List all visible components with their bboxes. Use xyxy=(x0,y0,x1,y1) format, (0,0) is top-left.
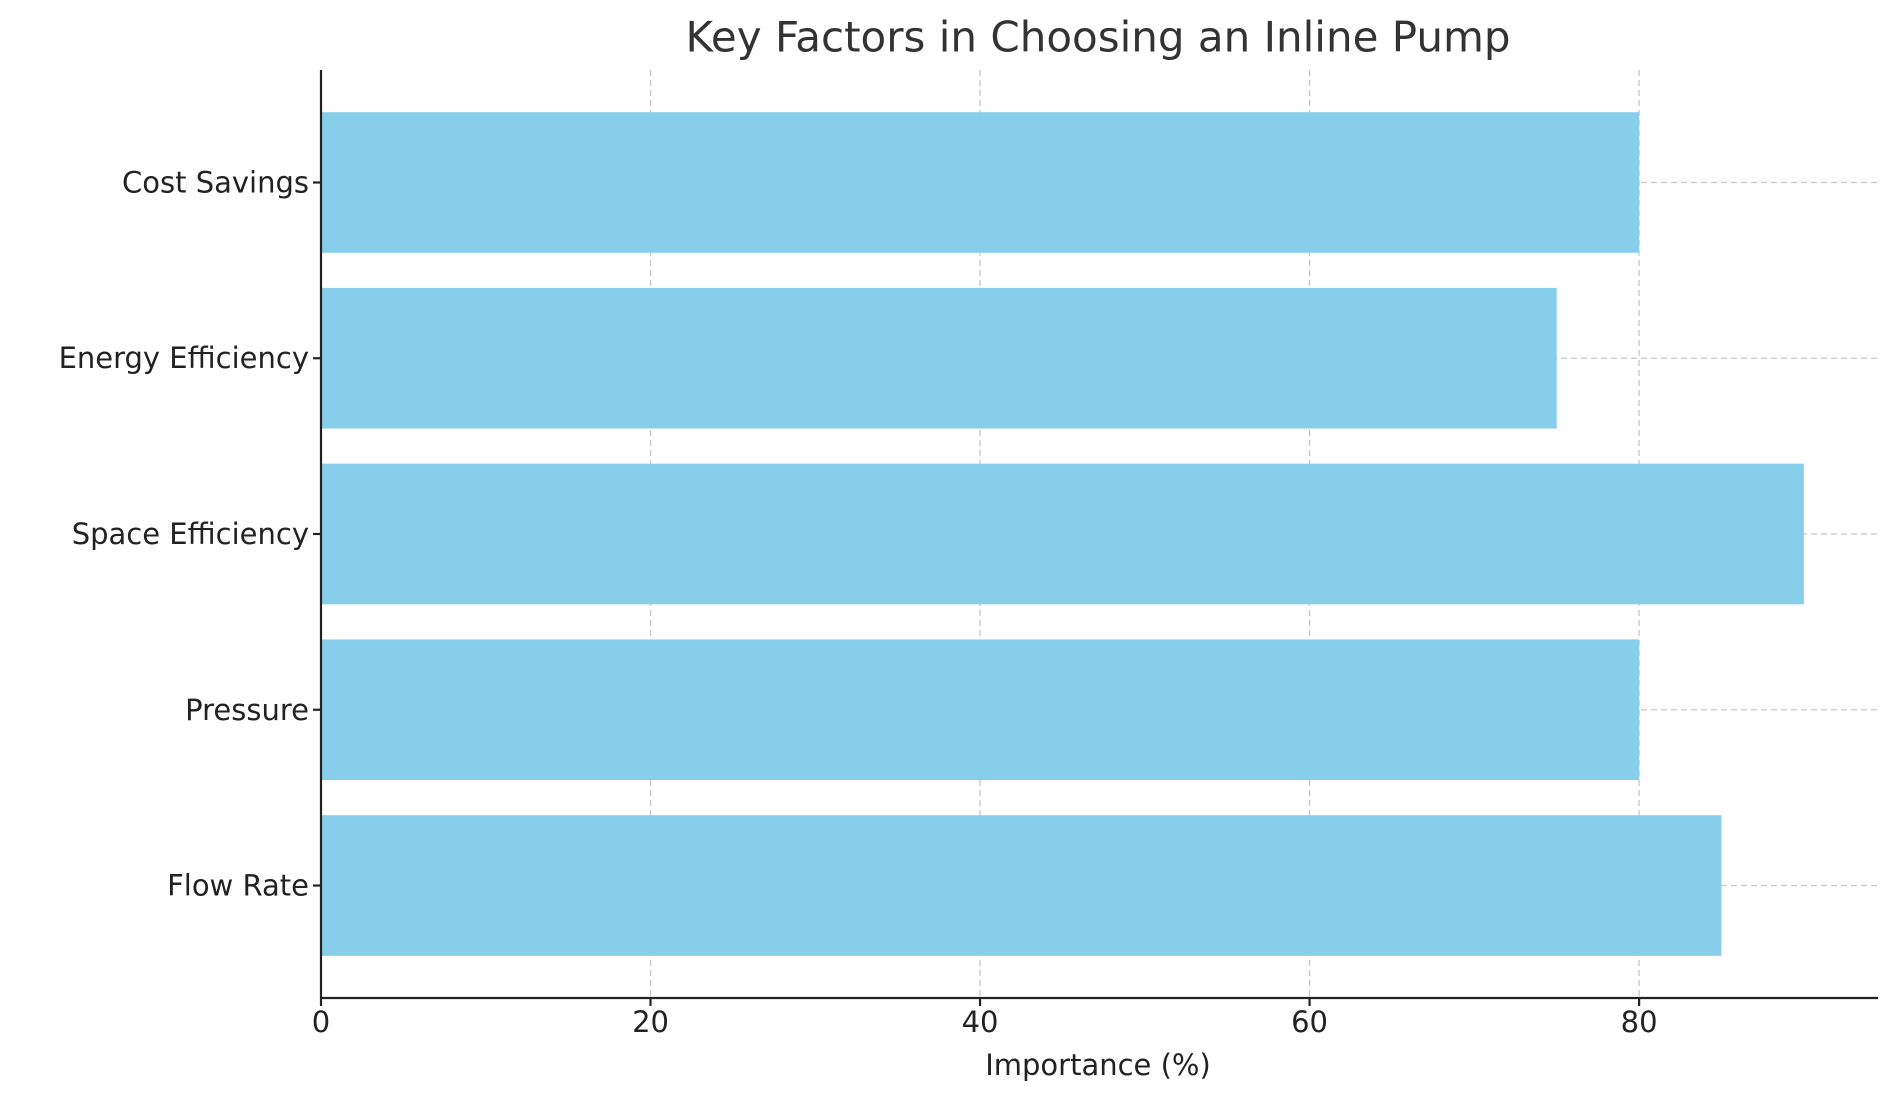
x-tick-label: 20 xyxy=(632,1005,669,1039)
y-tick-label: Cost Savings xyxy=(122,165,309,199)
x-tick-label: 60 xyxy=(1291,1005,1328,1039)
x-tick-label: 40 xyxy=(962,1005,999,1039)
y-tick-label: Flow Rate xyxy=(167,869,309,903)
chart-title: Key Factors in Choosing an Inline Pump xyxy=(685,13,1510,62)
bar xyxy=(321,639,1640,781)
bar xyxy=(321,463,1804,605)
y-tick-label: Space Efficiency xyxy=(72,517,309,551)
x-tick-label: 0 xyxy=(312,1005,330,1039)
y-tick-label: Energy Efficiency xyxy=(59,341,309,375)
bar xyxy=(321,287,1557,429)
x-axis-label: Importance (%) xyxy=(985,1048,1211,1082)
bar xyxy=(321,815,1722,956)
x-tick-label: 80 xyxy=(1621,1005,1658,1039)
bar xyxy=(321,112,1640,253)
y-tick-label: Pressure xyxy=(185,693,309,727)
